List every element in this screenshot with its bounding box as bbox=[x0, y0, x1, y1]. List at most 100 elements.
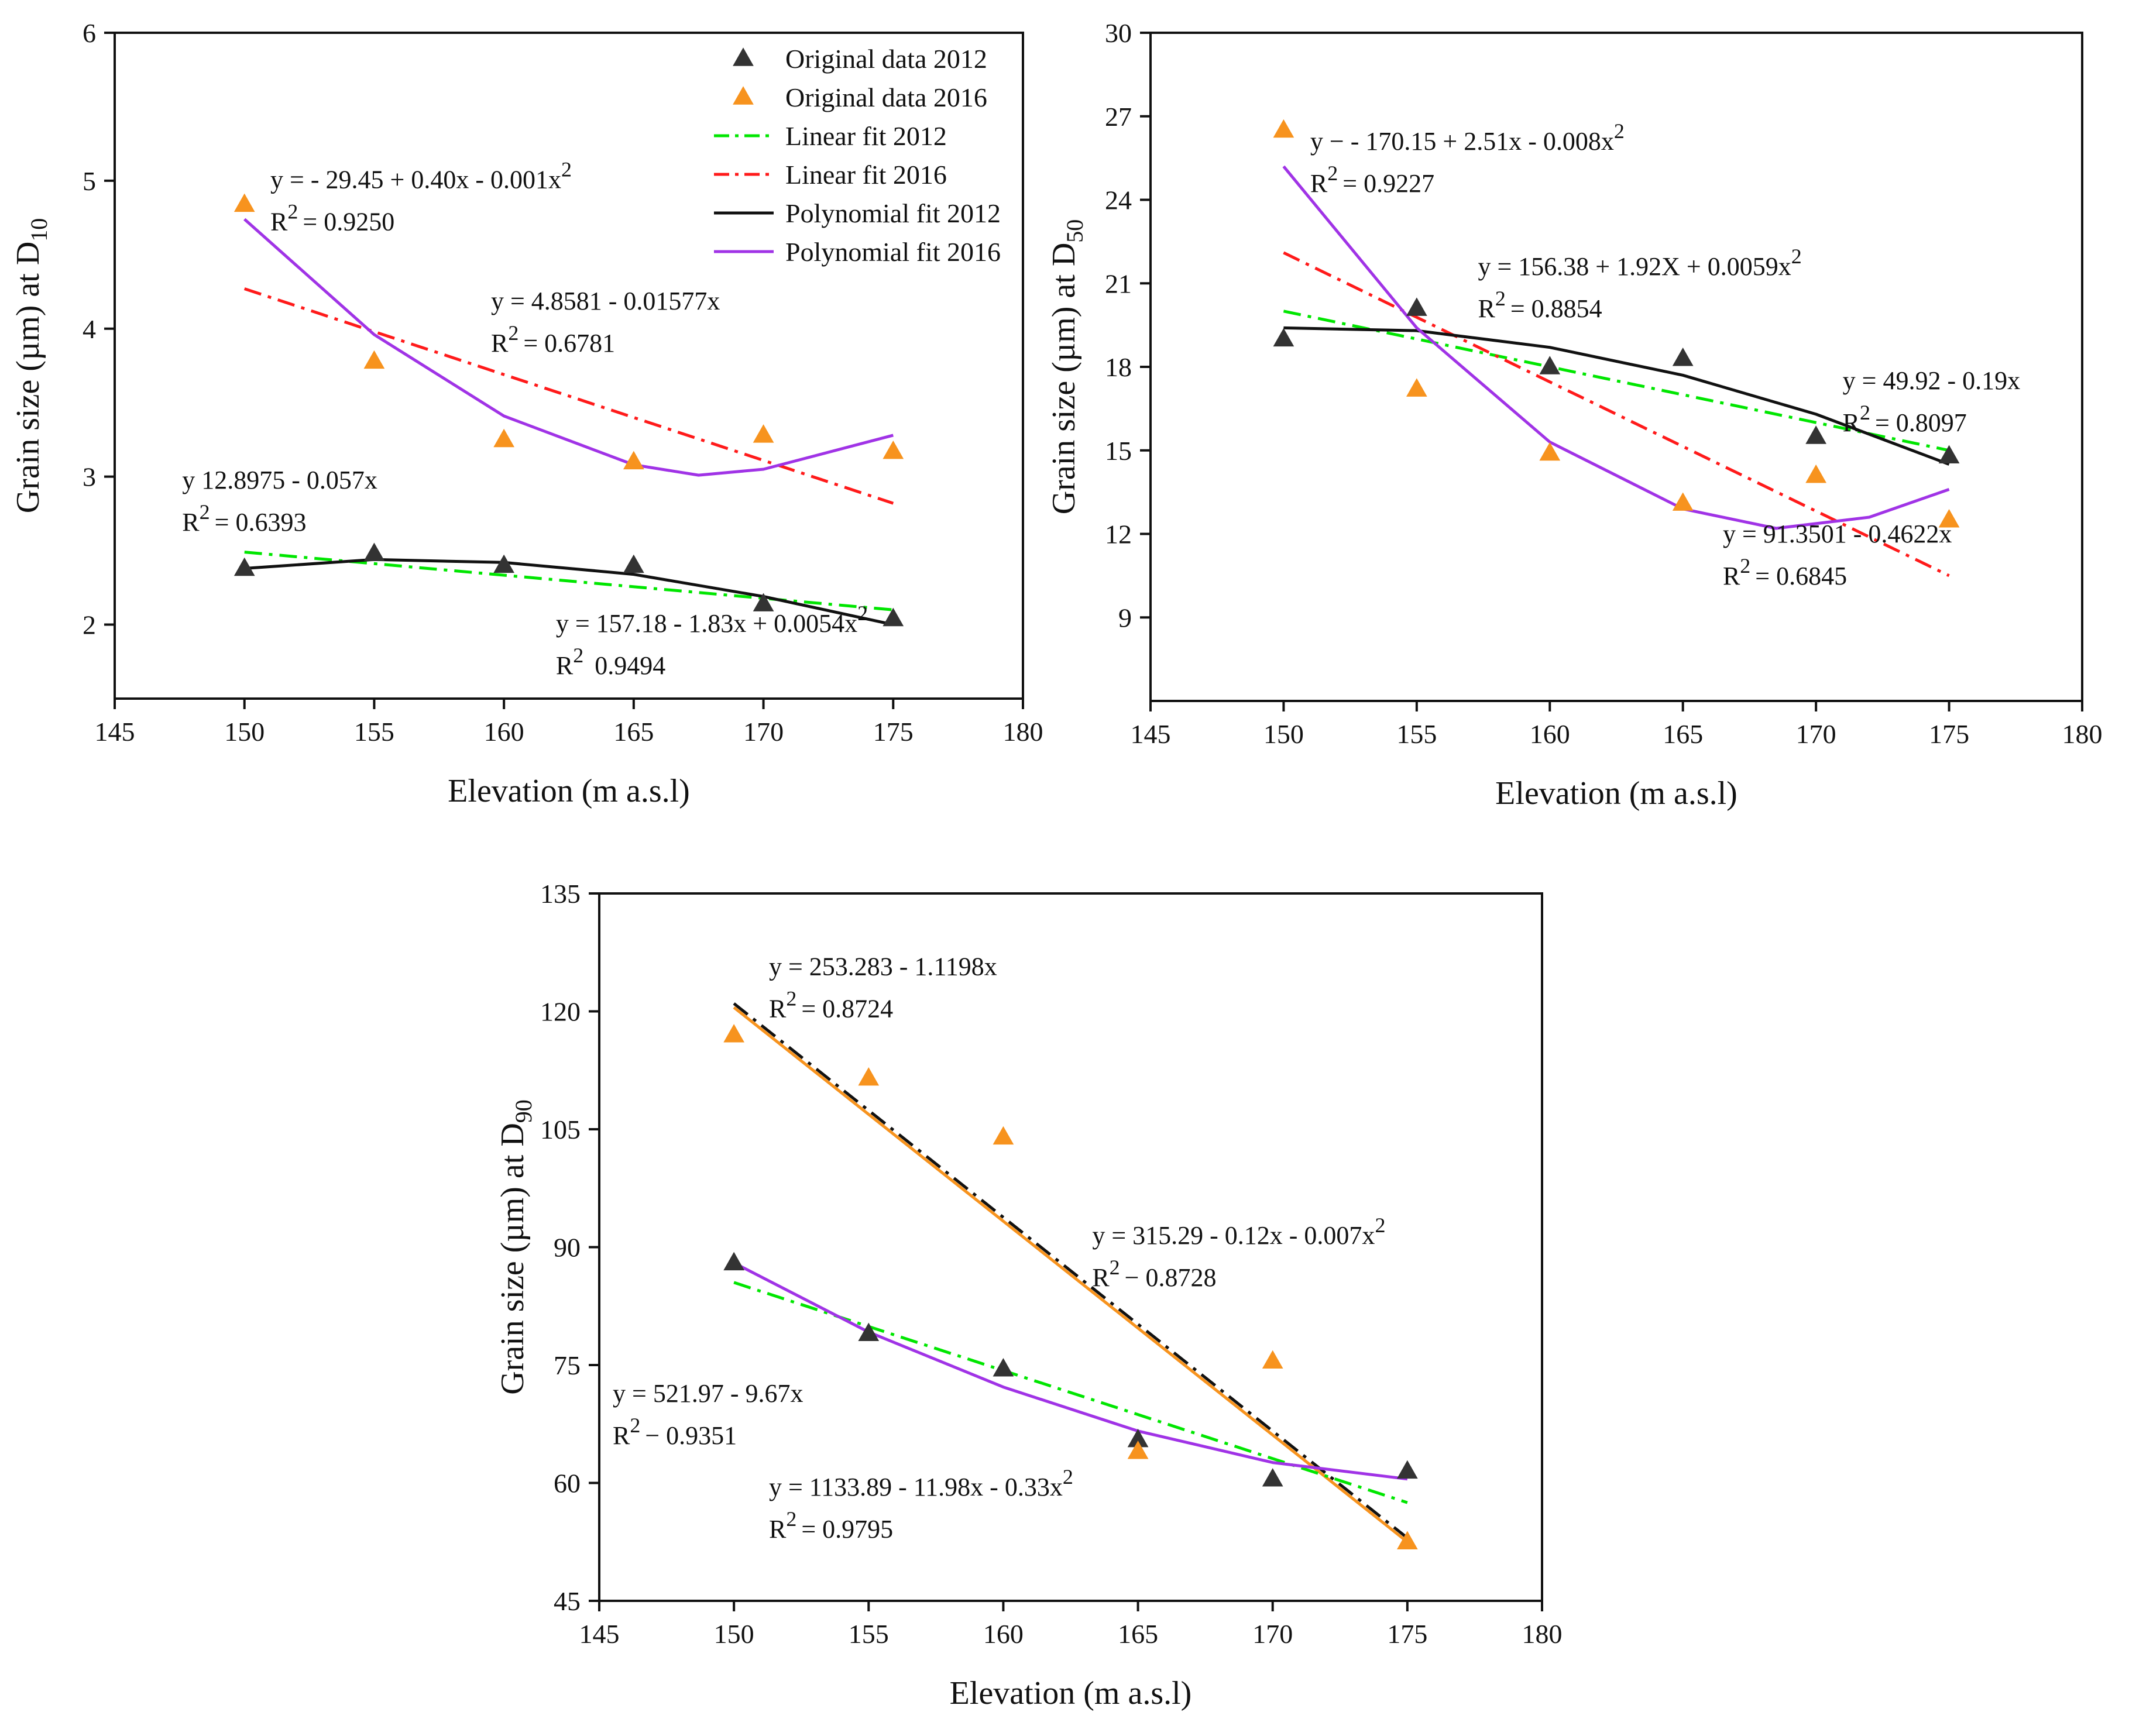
fit-equation: y = - 29.45 + 0.40x - 0.001x2 bbox=[270, 158, 572, 194]
r-squared-exponent: 2 bbox=[287, 200, 298, 224]
x-tick-label: 180 bbox=[1003, 717, 1043, 747]
fit-equation: y = 315.29 - 0.12x - 0.007x2 bbox=[1092, 1214, 1385, 1250]
y-axis-title-subscript: 50 bbox=[1062, 219, 1088, 243]
data-point-data2012 bbox=[363, 542, 385, 561]
data-point-data2016 bbox=[1127, 1441, 1149, 1459]
fit-equation: y = 91.3501 - 0.4622x bbox=[1723, 520, 1952, 548]
x-tick-label: 160 bbox=[1530, 719, 1570, 749]
data-point-data2012 bbox=[1672, 348, 1694, 366]
fit-r-squared: R2 = 0.6781 bbox=[491, 321, 615, 357]
r-squared-symbol: R bbox=[1478, 294, 1495, 323]
fit-equation-exponent: 2 bbox=[1614, 119, 1625, 143]
r-squared-symbol: R bbox=[491, 329, 509, 357]
r-squared-value: = 0.6393 bbox=[215, 508, 307, 537]
r-squared-exponent: 2 bbox=[1860, 401, 1870, 424]
fit-line-poly2012 bbox=[244, 558, 894, 627]
r-squared-exponent: 2 bbox=[630, 1414, 640, 1437]
x-axis-title: Elevation (m a.s.l) bbox=[1495, 775, 1737, 812]
x-tick-label: 180 bbox=[1522, 1619, 1563, 1649]
data-point-data2016 bbox=[1938, 509, 1960, 528]
data-point-data2012 bbox=[493, 554, 514, 573]
x-tick-label: 150 bbox=[1263, 719, 1304, 749]
y-tick-label: 120 bbox=[540, 997, 581, 1027]
x-tick-label: 175 bbox=[873, 717, 914, 747]
x-axis-title: Elevation (m a.s.l) bbox=[448, 773, 690, 809]
y-tick-label: 3 bbox=[83, 462, 96, 492]
r-squared-symbol: R bbox=[1092, 1263, 1110, 1292]
fit-r-squared: R2 = 0.9227 bbox=[1310, 161, 1434, 198]
fit-line-poly2012 bbox=[733, 1002, 1409, 1539]
r-squared-value: = 0.9227 bbox=[1342, 169, 1434, 198]
fit-equation-exponent: 2 bbox=[1791, 245, 1802, 268]
data-point-data2016 bbox=[993, 1126, 1014, 1145]
y-axis-title-subscript: 10 bbox=[26, 218, 52, 242]
r-squared-value: 0.9494 bbox=[588, 651, 665, 680]
legend-label: Polynomial fit 2016 bbox=[785, 237, 1001, 267]
data-point-data2012 bbox=[882, 607, 904, 627]
x-tick-label: 175 bbox=[1387, 1619, 1427, 1649]
y-axis-title: Grain size (µm) at D50 bbox=[1046, 219, 1088, 515]
data-point-data2016 bbox=[233, 193, 255, 212]
x-tick-label: 165 bbox=[1663, 719, 1703, 749]
data-point-data2016 bbox=[363, 350, 385, 369]
y-tick-label: 135 bbox=[540, 879, 581, 909]
fit-r-squared: R2− 0.9351 bbox=[613, 1414, 737, 1450]
x-tick-label: 150 bbox=[714, 1619, 754, 1649]
legend-label: Original data 2012 bbox=[785, 44, 987, 74]
fit-r-squared: R2 = 0.8724 bbox=[769, 987, 893, 1023]
x-tick-label: 160 bbox=[484, 717, 524, 747]
data-point-data2012 bbox=[233, 557, 255, 576]
legend-label: Linear fit 2012 bbox=[785, 121, 947, 151]
fit-line-poly2012 bbox=[1283, 326, 1950, 466]
y-tick-label: 6 bbox=[83, 18, 96, 48]
r-squared-symbol: R bbox=[613, 1421, 630, 1450]
y-tick-label: 4 bbox=[83, 314, 96, 344]
data-point-data2012 bbox=[623, 554, 644, 573]
r-squared-symbol: R bbox=[1843, 408, 1860, 437]
y-tick-label: 5 bbox=[83, 166, 96, 196]
fit-line-poly2016 bbox=[1282, 165, 1950, 530]
x-tick-label: 165 bbox=[613, 717, 654, 747]
r-squared-symbol: R bbox=[556, 651, 574, 680]
fit-equation: y = 1133.89 - 11.98x - 0.33x2 bbox=[769, 1465, 1073, 1501]
r-squared-exponent: 2 bbox=[573, 644, 583, 667]
fit-equation: y = 157.18 - 1.83x + 0.0054x2 bbox=[556, 601, 868, 638]
y-tick-label: 12 bbox=[1105, 520, 1132, 549]
data-point-data2012 bbox=[1262, 1468, 1283, 1487]
data-point-data2016 bbox=[753, 424, 774, 443]
x-tick-label: 145 bbox=[579, 1619, 620, 1649]
data-point-data2016 bbox=[493, 428, 514, 448]
r-squared-exponent: 2 bbox=[786, 987, 796, 1010]
x-tick-label: 175 bbox=[1929, 719, 1969, 749]
y-tick-label: 75 bbox=[554, 1350, 581, 1380]
x-tick-label: 165 bbox=[1118, 1619, 1158, 1649]
x-tick-label: 170 bbox=[1796, 719, 1836, 749]
fit-r-squared: R2 = 0.6393 bbox=[182, 500, 306, 537]
fit-r-squared: R2 = 0.6845 bbox=[1723, 554, 1847, 590]
y-axis-title: Grain size (µm) at D90 bbox=[495, 1099, 537, 1395]
data-point-data2012 bbox=[1273, 328, 1294, 347]
data-point-data2012 bbox=[1127, 1428, 1149, 1448]
y-tick-label: 105 bbox=[540, 1115, 581, 1144]
x-tick-label: 155 bbox=[354, 717, 394, 747]
data-point-data2016 bbox=[623, 451, 644, 470]
fit-equation: y = 49.92 - 0.19x bbox=[1843, 366, 2020, 395]
fit-equation-exponent: 2 bbox=[561, 158, 572, 181]
legend-label: Linear fit 2016 bbox=[785, 160, 947, 190]
chart-d10: 145 150 155 160 165 170 175 180 2 3 4 5 6 Elevation (… bbox=[10, 18, 1043, 809]
data-point-data2016 bbox=[1397, 1531, 1418, 1549]
r-squared-symbol: R bbox=[270, 208, 288, 236]
y-tick-label: 30 bbox=[1105, 18, 1132, 48]
legend-marker-data2016 bbox=[733, 86, 754, 105]
chart-d90: 145 150 155 160 165 170 175 1804560759010512013… bbox=[495, 879, 1563, 1711]
fit-equation-exponent: 2 bbox=[1063, 1465, 1073, 1489]
y-tick-label: 9 bbox=[1118, 603, 1132, 632]
data-point-data2012 bbox=[993, 1358, 1014, 1377]
fit-equation: y − - 170.15 + 2.51x - 0.008x2 bbox=[1310, 119, 1625, 156]
y-axis-title: Grain size (µm) at D10 bbox=[10, 218, 52, 514]
fit-r-squared: R2 = 0.8097 bbox=[1843, 401, 1967, 437]
data-point-data2016 bbox=[723, 1024, 744, 1043]
fit-r-squared: R2 = 0.8854 bbox=[1478, 287, 1602, 323]
fit-equation-exponent: 2 bbox=[1375, 1214, 1385, 1237]
r-squared-value: = 0.8854 bbox=[1510, 294, 1602, 323]
